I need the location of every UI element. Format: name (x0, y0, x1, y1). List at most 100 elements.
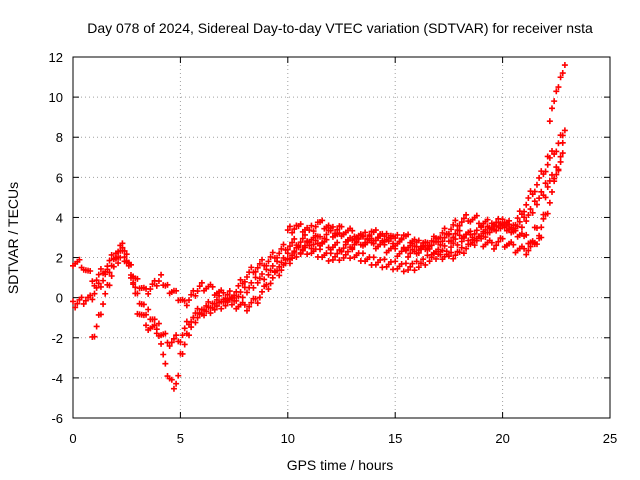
x-tick-label: 15 (388, 431, 402, 446)
data-point (452, 217, 459, 224)
data-point (405, 231, 412, 238)
data-point (398, 235, 405, 242)
data-point (115, 260, 122, 267)
data-point (521, 214, 528, 221)
data-points (70, 62, 568, 392)
data-point (523, 201, 530, 208)
y-tick-label: 8 (56, 130, 63, 145)
data-point (480, 228, 487, 235)
y-tick-label: -6 (51, 411, 63, 426)
data-point (301, 231, 308, 238)
data-point (289, 229, 296, 236)
data-point (231, 297, 238, 304)
data-point (82, 297, 89, 304)
data-point (549, 105, 556, 112)
data-point (536, 195, 543, 202)
y-tick-label: 12 (49, 50, 63, 65)
data-point (355, 236, 362, 243)
data-point (329, 223, 336, 230)
data-point (237, 289, 244, 296)
data-point (544, 153, 551, 160)
data-point (276, 250, 283, 257)
data-point (478, 224, 485, 231)
data-point (168, 339, 175, 346)
data-point (471, 242, 478, 249)
data-point (185, 297, 192, 304)
data-point (100, 301, 107, 308)
data-point (336, 230, 343, 237)
data-point (267, 253, 274, 260)
data-point (559, 139, 566, 146)
data-point (557, 153, 564, 160)
data-point (291, 249, 298, 256)
data-point (80, 300, 87, 307)
data-point (359, 250, 366, 257)
data-point (89, 278, 96, 285)
data-point (546, 199, 553, 206)
data-point (329, 256, 336, 263)
data-point (145, 290, 152, 297)
data-point (263, 281, 270, 288)
data-point (336, 257, 343, 264)
data-point (437, 241, 444, 248)
data-point (179, 332, 186, 339)
data-point (209, 283, 216, 290)
data-point (349, 227, 356, 234)
data-point (194, 288, 201, 295)
data-point (402, 260, 409, 267)
data-point (203, 308, 210, 315)
data-point (70, 298, 76, 305)
data-point (93, 284, 100, 291)
data-point (237, 276, 244, 283)
data-point (248, 279, 255, 286)
data-point (149, 281, 156, 288)
data-point (252, 268, 259, 275)
data-point (112, 255, 119, 262)
data-point (198, 306, 205, 313)
data-point (143, 311, 150, 318)
data-point (512, 225, 519, 232)
data-point (544, 183, 551, 190)
data-point (433, 255, 440, 262)
data-point (241, 301, 248, 308)
data-point (445, 231, 452, 238)
data-point (259, 288, 266, 295)
data-point (553, 171, 560, 178)
data-point (409, 246, 416, 253)
data-point (493, 242, 500, 249)
data-point (162, 360, 169, 367)
data-point (170, 385, 177, 392)
data-point (454, 241, 461, 248)
data-point (93, 277, 100, 284)
data-point (523, 231, 530, 238)
data-point (456, 249, 463, 256)
data-point (501, 219, 508, 226)
x-tick-label: 10 (281, 431, 295, 446)
data-point (491, 221, 498, 228)
data-point (201, 312, 208, 319)
data-point (347, 255, 354, 262)
data-point (295, 243, 302, 250)
y-axis-label: SDTVAR / TECUs (5, 182, 21, 294)
data-point (104, 266, 111, 273)
y-tick-label: 10 (49, 90, 63, 105)
data-point (366, 232, 373, 239)
data-point (349, 237, 356, 244)
data-point (456, 227, 463, 234)
data-point (319, 239, 326, 246)
data-point (248, 299, 255, 306)
data-point (177, 338, 184, 345)
data-point (420, 256, 427, 263)
data-point (250, 284, 257, 291)
data-point (323, 231, 330, 238)
data-point (407, 263, 414, 270)
axis-ticks: 0 5 10 15 20 25 -6 -4 -2 0 2 4 6 8 10 12 (49, 50, 618, 446)
data-point (87, 292, 94, 299)
data-point (372, 227, 379, 234)
data-point (531, 241, 538, 248)
series-track-2 (70, 150, 566, 392)
data-point (525, 212, 532, 219)
data-point (256, 275, 263, 282)
data-point (308, 245, 315, 252)
